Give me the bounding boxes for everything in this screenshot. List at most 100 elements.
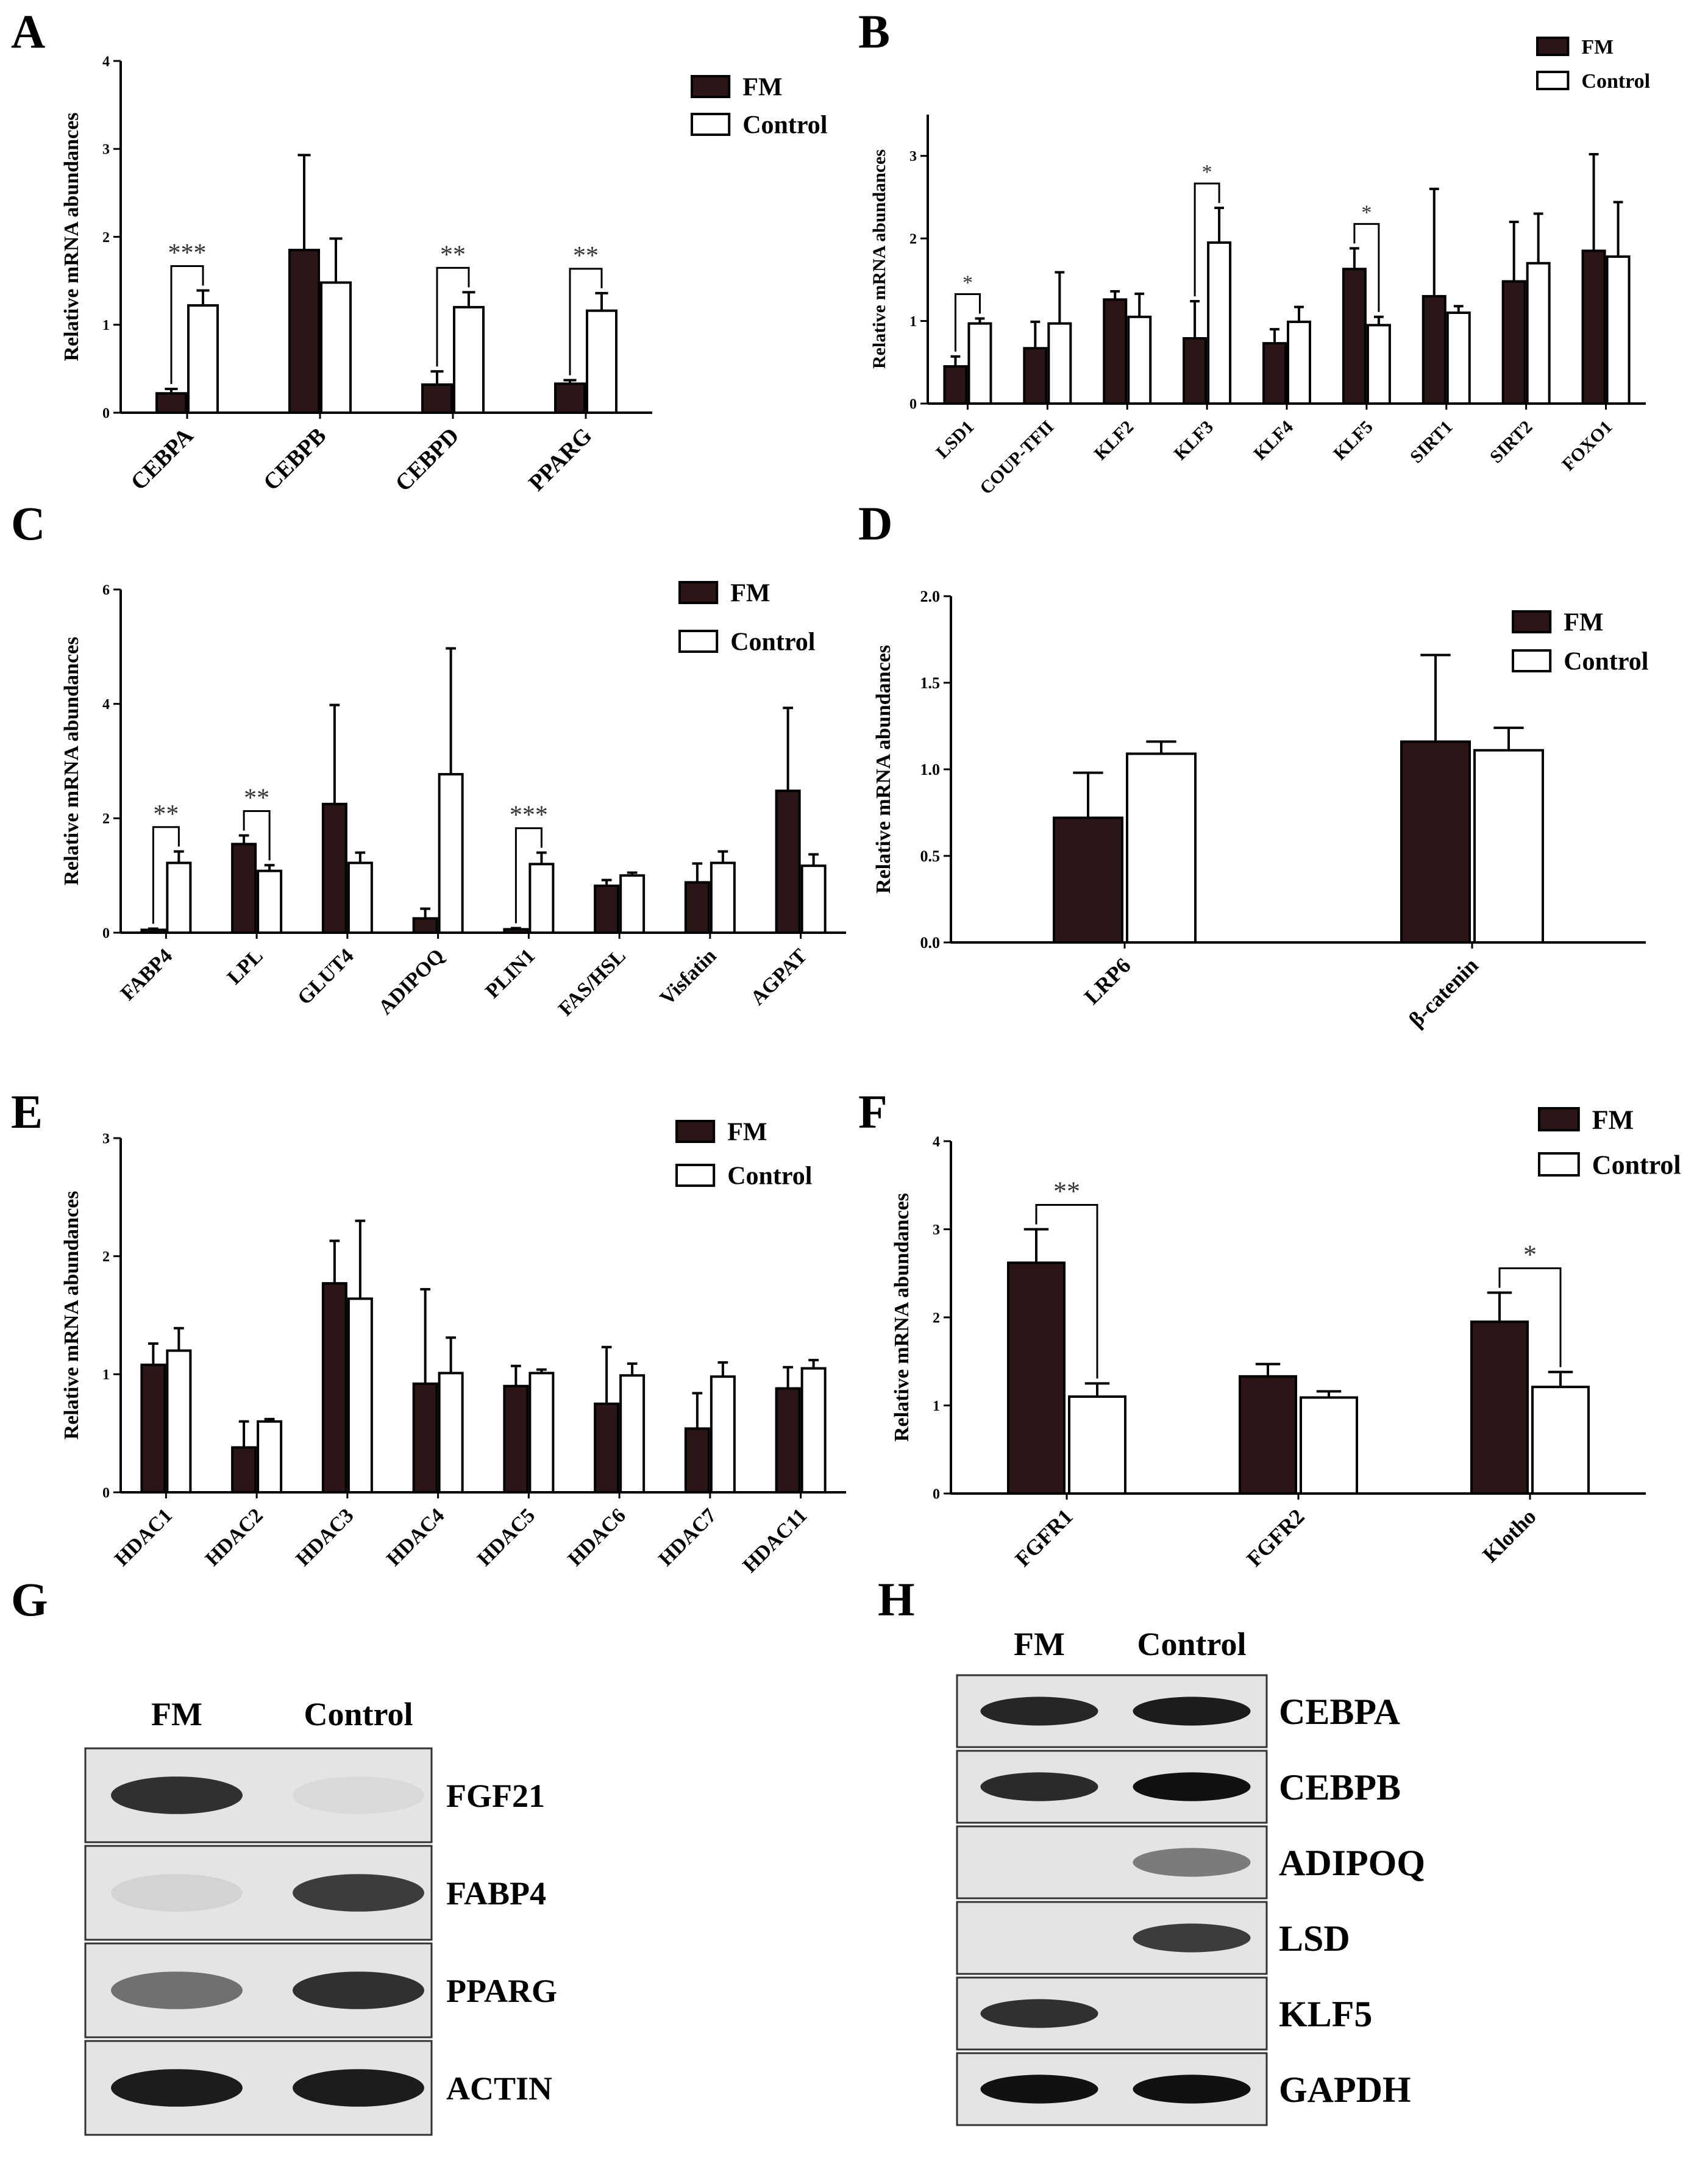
band-control [1133, 1772, 1251, 1801]
bar-control [1300, 1396, 1358, 1495]
y-axis-label: Relative mRNA abundances [872, 645, 895, 894]
bar-fm [1023, 347, 1048, 405]
band-control [293, 1874, 424, 1912]
legend-label-fm: FM [742, 74, 782, 102]
bar-control [453, 305, 485, 414]
lane-label: FM [1014, 1626, 1065, 1662]
y-axis-label: Relative mRNA abundances [60, 636, 83, 885]
x-tick-label: HDAC2 [201, 1504, 268, 1570]
bar-fm [1501, 280, 1526, 405]
legend-swatch-control [691, 113, 731, 136]
y-tick-label: 1 [102, 1367, 110, 1383]
chart-a: 0 1 2 3 4 Relative mRNA abundances CEBPA CEBPB C… [60, 54, 827, 496]
significance-bracket [954, 293, 981, 352]
band-control [1133, 1848, 1251, 1877]
x-tick-label: LSD1 [932, 417, 978, 463]
significance-label: * [1202, 161, 1212, 183]
y-axis-label: Relative mRNA abundances [60, 112, 83, 361]
significance-label: ** [573, 242, 599, 270]
chart-e: 0 1 2 3 Relative mRNA abundances HDAC1 HDAC2 HD… [60, 1119, 846, 1577]
x-tick-label: SIRT1 [1406, 417, 1457, 468]
x-tick-label: LPL [223, 944, 268, 989]
y-tick-label: 0 [102, 925, 110, 941]
x-tick-label: CEBPD [391, 423, 464, 497]
x-tick-label: FAS/HSL [554, 944, 630, 1020]
legend-swatch-control [678, 630, 719, 653]
y-tick-label: 2.0 [920, 588, 941, 605]
significance-bracket [514, 827, 543, 924]
y-tick-label: 2 [102, 811, 110, 827]
lane-label: Control [1137, 1626, 1246, 1662]
y-tick-label: 2 [102, 230, 110, 246]
significance-bracket [1035, 1204, 1098, 1379]
bar-control [710, 1375, 736, 1494]
x-tick-label: CEBPB [258, 423, 331, 496]
blot-label: CEBPB [1279, 1767, 1401, 1807]
x-tick-label: HDAC5 [473, 1504, 539, 1570]
y-tick-label: 4 [102, 697, 110, 713]
y-tick-label: 1.5 [920, 674, 941, 692]
bar-control [347, 1297, 373, 1494]
blot-label: CEBPA [1279, 1692, 1400, 1732]
western-blots: FM Control FGF21 FABP4 PPARG ACTIN FM Control CE… [84, 1626, 1425, 2136]
bar-control [1526, 262, 1551, 405]
bar-fm [140, 1363, 166, 1494]
bar-control [710, 861, 736, 934]
bar-fm [288, 249, 320, 414]
bar-control [619, 874, 646, 934]
panel-label-c: C [11, 497, 45, 550]
chart-f: 0 1 2 3 4 Relative mRNA abundances FGFR1 FGFR2 K… [891, 1105, 1681, 1571]
bar-fm [1053, 816, 1123, 944]
significance-bracket [170, 265, 204, 385]
band-control [293, 1971, 424, 2009]
x-tick-label: HDAC1 [110, 1504, 177, 1570]
significance-label: ** [244, 784, 269, 812]
y-tick-label: 0.5 [920, 847, 941, 865]
y-tick-label: 2 [102, 1249, 110, 1265]
bar-control [438, 773, 464, 934]
significance-bracket [569, 268, 603, 376]
bar-fm [1103, 298, 1128, 405]
panel-label-h: H [878, 1573, 915, 1626]
y-tick-label: 3 [102, 1131, 110, 1147]
y-axis-label: Relative mRNA abundances [869, 149, 889, 369]
significance-label: ** [440, 241, 466, 269]
legend-label-control: Control [1564, 648, 1648, 676]
significance-bracket [436, 266, 470, 367]
bar-fm [1007, 1261, 1066, 1495]
bar-control [1127, 315, 1152, 405]
x-tick-label: FOXO1 [1558, 417, 1616, 475]
blot-label: KLF5 [1279, 1994, 1372, 2034]
legend-label-control: Control [1581, 70, 1650, 93]
bar-fm [1342, 268, 1367, 405]
band-control [1133, 2074, 1251, 2104]
panel-label-g: G [11, 1573, 48, 1626]
bar-control [438, 1372, 464, 1494]
bar-control [166, 1349, 192, 1494]
x-tick-label: COUP-TFII [976, 417, 1058, 499]
bar-fm [231, 842, 257, 935]
y-tick-label: 0 [102, 405, 110, 421]
significance-label: * [963, 272, 973, 294]
bar-fm [943, 365, 968, 405]
bar-fm [1422, 294, 1446, 405]
bar-control [1068, 1395, 1126, 1495]
legend-label-control: Control [727, 1163, 812, 1191]
band-fm [980, 2074, 1098, 2104]
blot-label: FGF21 [446, 1778, 545, 1814]
bar-fm [1183, 337, 1208, 405]
y-tick-label: 0 [909, 396, 917, 412]
significance-label: ** [1053, 1177, 1080, 1206]
band-control [293, 1776, 424, 1814]
x-tick-label: PPARG [524, 423, 597, 496]
blot-label: FABP4 [446, 1875, 546, 1912]
bar-fm [140, 928, 166, 935]
chart-c: 0 2 4 6 Relative mRNA abundances FABP4 LPL GLUT… [60, 580, 846, 1020]
panel-label-b: B [858, 5, 890, 58]
x-tick-label: FGFR2 [1242, 1504, 1309, 1571]
bar-control [1473, 749, 1544, 944]
x-tick-label: FGFR1 [1010, 1504, 1077, 1571]
bar-control [1047, 322, 1072, 405]
significance-label: * [1361, 201, 1372, 224]
